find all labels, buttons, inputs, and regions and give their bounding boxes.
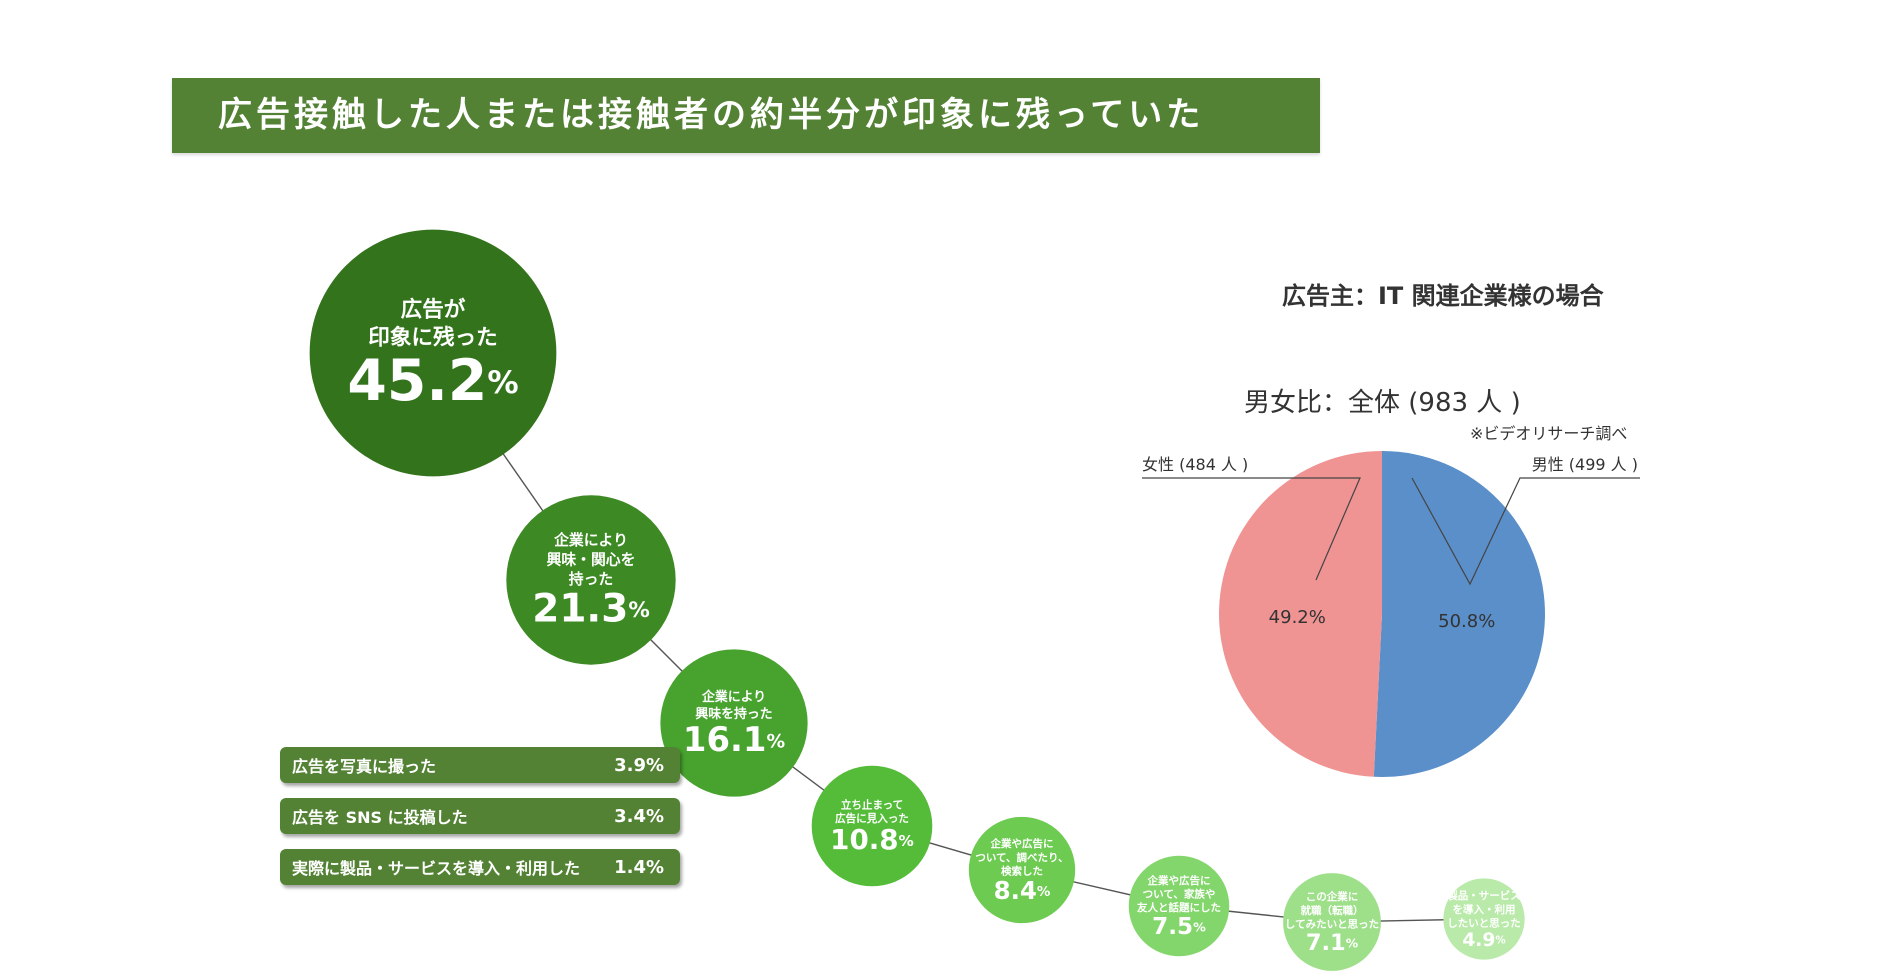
- stat-bar-label: 実際に製品・サービスを導入・利用した: [292, 859, 581, 878]
- bubble-label: してみたいと思った: [1285, 919, 1379, 931]
- bubble-label: 印象に残った: [368, 325, 497, 351]
- pie-leader-line: [1142, 477, 1361, 581]
- bubble-label: 持った: [569, 570, 613, 588]
- bubble-circle: [660, 649, 808, 797]
- bubble-label: 友人と話題にした: [1136, 901, 1221, 914]
- pie-slice-label: 50.8%: [1438, 611, 1495, 632]
- stat-bar-photo: 広告を写真に撮った 3.9%: [280, 747, 680, 783]
- bubble-label: ついて、調べたり、: [975, 851, 1068, 864]
- bubble-value: 4.9%: [1462, 930, 1505, 951]
- bubble-label: 企業により: [553, 531, 628, 549]
- bubble-label: 企業や広告に: [990, 837, 1054, 850]
- pie-title: 男女比：全体 (983 人 ): [1244, 388, 1521, 418]
- pie-leader-line: [1411, 477, 1640, 586]
- bubble-label: 検索した: [1001, 864, 1043, 877]
- bubble-circle: [811, 765, 933, 887]
- stat-bar-label: 広告を写真に撮った: [292, 757, 437, 776]
- bubble-circle: [506, 495, 676, 665]
- bubble-label: 就職（転職）: [1301, 904, 1364, 917]
- bubble-circle: [1443, 878, 1525, 960]
- bubble-label: したいと思った: [1447, 918, 1521, 930]
- bubble-unit: %: [766, 731, 785, 752]
- bubble-label: この企業に: [1306, 890, 1359, 903]
- bubble-circle: [1283, 873, 1381, 971]
- bubble-circle: [309, 229, 557, 477]
- pie-chart: 50.8% 49.2% 男性 (499 人 ) 女性 (484 人 ): [1142, 451, 1640, 777]
- bubble-unit: %: [1495, 935, 1505, 947]
- stat-bar-value: 3.9%: [614, 754, 664, 776]
- bubble-unit: %: [1193, 919, 1206, 934]
- stat-bar-adopt: 実際に製品・サービスを導入・利用した 1.4%: [280, 849, 680, 885]
- bubble-label: を導入・利用: [1453, 903, 1516, 916]
- bubble-unit: %: [487, 365, 518, 401]
- bubble-label: 広告に見入った: [835, 812, 909, 825]
- bubble-unit: %: [1037, 885, 1051, 900]
- bubble-label: 興味・関心を: [547, 551, 636, 569]
- pie-slice-label: 49.2%: [1269, 607, 1326, 628]
- bubble-label: 立ち止まって: [841, 798, 903, 811]
- pie-legend-label: 女性 (484 人 ): [1142, 455, 1248, 474]
- bubble-unit: %: [899, 832, 914, 850]
- bubble-circle: [968, 816, 1076, 924]
- stat-bar-sns: 広告を SNS に投稿した 3.4%: [280, 798, 680, 834]
- bubble-circle: [1128, 855, 1230, 957]
- bubble-label: ついて、家族や: [1143, 888, 1216, 901]
- bubble-unit: %: [1346, 936, 1358, 950]
- bubble-label: 企業により: [701, 689, 766, 705]
- stat-bar-label: 広告を SNS に投稿した: [292, 808, 468, 827]
- page-title: 広告接触した人または接触者の約半分が印象に残っていた: [172, 78, 1320, 153]
- stat-bar-value: 3.4%: [614, 805, 664, 827]
- bubble-label: 企業や広告に: [1147, 874, 1211, 887]
- pie-source-note: ※ビデオリサーチ調べ: [1470, 424, 1628, 443]
- bubble-label: 広告が: [401, 297, 466, 323]
- pie-legend-label: 男性 (499 人 ): [1532, 455, 1638, 474]
- pie-slice: [1373, 451, 1545, 777]
- pie-heading: 広告主：IT 関連企業様の場合: [1282, 282, 1604, 310]
- bubble-label: 製品・サービス: [1446, 889, 1521, 902]
- pie-slice: [1219, 451, 1382, 777]
- stat-bar-value: 1.4%: [614, 856, 664, 878]
- bubble-label: 興味を持った: [695, 706, 772, 722]
- bubble-unit: %: [628, 598, 649, 623]
